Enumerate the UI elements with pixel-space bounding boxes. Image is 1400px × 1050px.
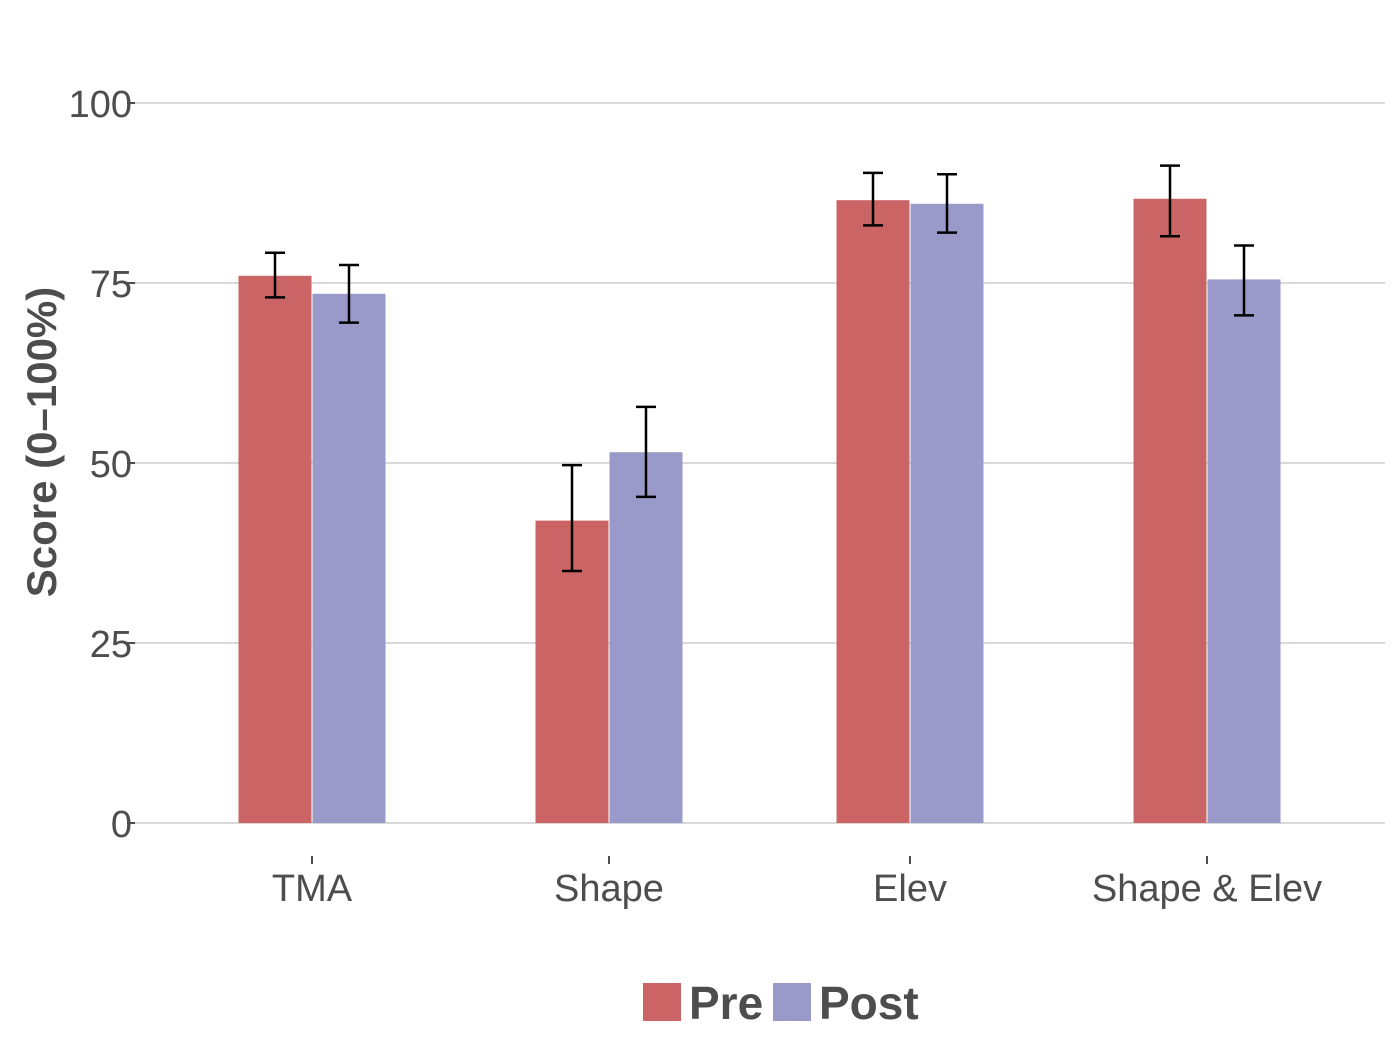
x-tick-label: Shape & Elev (1092, 868, 1322, 910)
bar-post-1 (609, 452, 683, 823)
y-axis: 0 25 50 75 100 (69, 84, 135, 846)
x-axis: TMA Shape Elev Shape & Elev (272, 856, 1322, 910)
legend-label-pre: Pre (689, 977, 763, 1029)
bar-pre-3 (1133, 198, 1207, 823)
x-tick-label: TMA (272, 868, 353, 910)
x-tick-label: Elev (873, 868, 947, 910)
legend-label-post: Post (819, 977, 919, 1029)
bar-post-3 (1207, 279, 1281, 823)
y-tick-label: 25 (90, 624, 132, 666)
bar-pre-2 (836, 200, 910, 823)
y-tick-label: 100 (69, 84, 132, 126)
bar-post-0 (312, 293, 386, 823)
y-tick-label: 0 (111, 804, 132, 846)
error-bars (265, 164, 1254, 573)
x-tick-label: Shape (554, 868, 664, 910)
y-axis-title: Score (0–100%) (18, 287, 65, 598)
legend-swatch-post (773, 983, 811, 1021)
bar-post-2 (910, 203, 984, 824)
y-tick-label: 75 (90, 264, 132, 306)
legend: Pre Post (643, 977, 919, 1029)
bar-pre-0 (238, 275, 312, 823)
bars (238, 198, 1281, 824)
y-tick-label: 50 (90, 444, 132, 486)
legend-swatch-pre (643, 983, 681, 1021)
